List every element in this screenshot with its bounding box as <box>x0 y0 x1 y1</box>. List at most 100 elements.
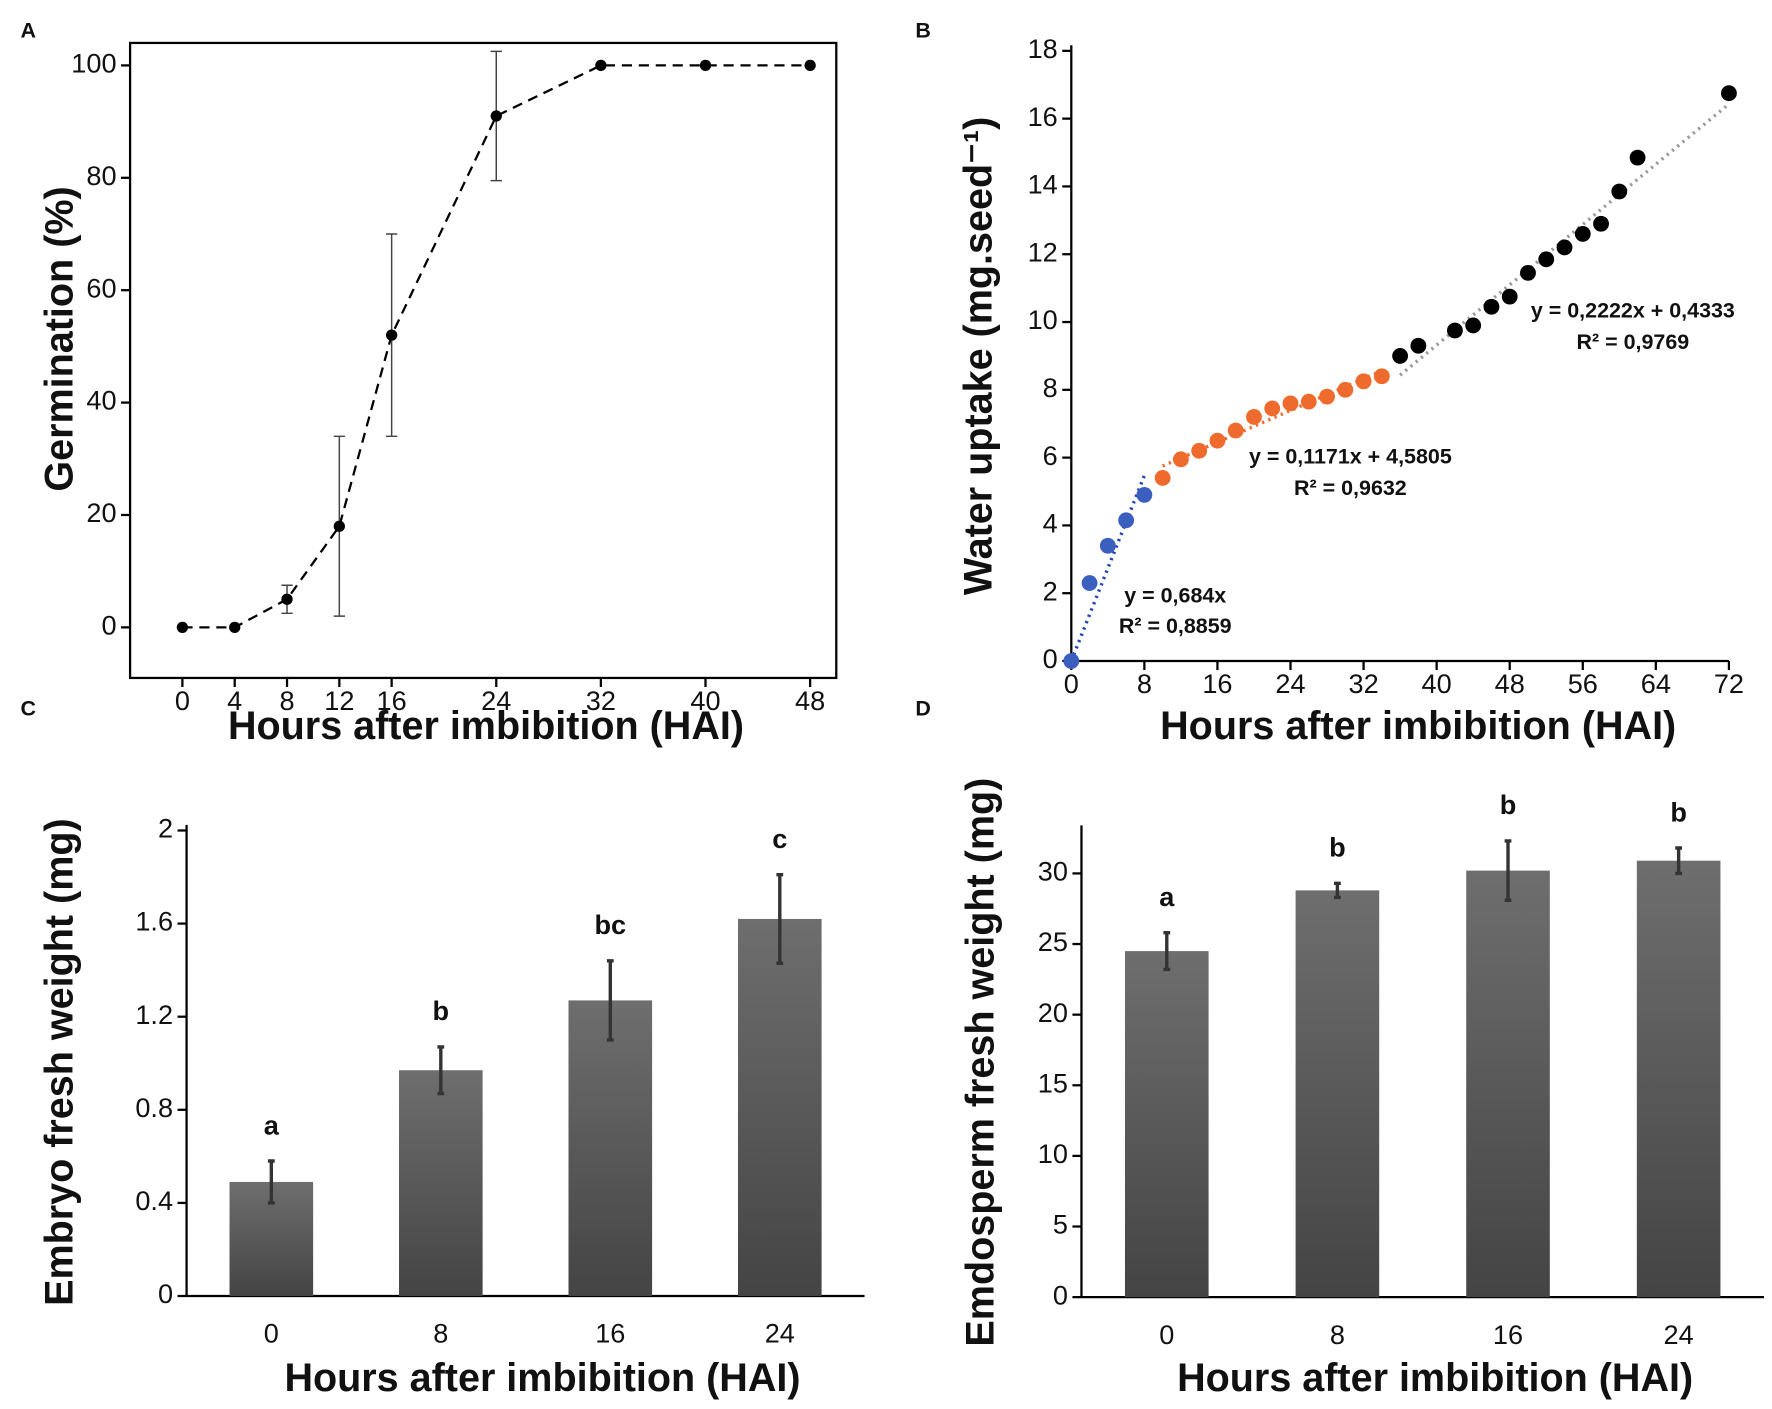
x-tick-label: 48 <box>1495 668 1525 699</box>
bar <box>568 1000 653 1297</box>
data-point <box>1081 575 1098 591</box>
data-point <box>281 593 293 605</box>
y-axis-label: Emdosperm fresh weight (mg) <box>959 778 1003 1347</box>
y-tick-label: 14 <box>1028 169 1058 200</box>
x-tick-label: 32 <box>1348 668 1378 699</box>
significance-letter: c <box>772 823 787 854</box>
x-tick-label: 24 <box>1275 668 1305 699</box>
trend-r2: R² = 0,9632 <box>1294 476 1407 500</box>
x-tick-label: 16 <box>595 1318 625 1349</box>
error-bar <box>437 1045 445 1096</box>
significance-letter: b <box>1329 832 1346 863</box>
y-tick-label: 25 <box>1038 926 1068 957</box>
data-point <box>1520 264 1536 281</box>
significance-letter: a <box>1159 881 1175 912</box>
x-tick-label: 48 <box>795 685 825 716</box>
data-point <box>1118 512 1135 529</box>
y-tick-label: 6 <box>1043 440 1058 471</box>
y-tick-label: 0.8 <box>135 1092 173 1123</box>
bar <box>1295 890 1380 1298</box>
bar <box>399 1070 483 1297</box>
x-tick-label: 8 <box>279 685 294 716</box>
y-axis-label: Germination (%) <box>38 186 82 491</box>
x-tick-label: 0 <box>264 1318 279 1349</box>
data-point <box>1264 400 1281 417</box>
y-tick-label: 80 <box>86 160 116 191</box>
x-tick-label: 8 <box>1330 1319 1345 1350</box>
y-tick-label: 1.6 <box>135 906 173 937</box>
data-point <box>1556 239 1573 256</box>
significance-letter: b <box>1500 789 1517 820</box>
x-axis-label: Hours after imbibition (HAI) <box>1160 704 1676 748</box>
y-tick-label: 0 <box>158 1278 173 1309</box>
data-point <box>1611 183 1628 200</box>
y-tick-label: 0.4 <box>135 1185 173 1216</box>
data-point <box>490 110 502 122</box>
bar <box>1636 860 1721 1298</box>
data-point <box>595 59 607 72</box>
error-bar <box>1334 881 1341 900</box>
error-bar <box>1675 846 1683 876</box>
trend-equation: y = 0,1171x + 4,5805 <box>1249 444 1452 468</box>
data-point <box>1629 149 1646 166</box>
y-tick-label: 16 <box>1028 101 1058 132</box>
data-point <box>1447 322 1463 339</box>
trend-equation: y = 0,684x <box>1124 583 1226 607</box>
y-tick-label: 0 <box>101 610 116 641</box>
y-tick-label: 5 <box>1053 1209 1068 1240</box>
data-point <box>176 621 189 634</box>
data-point <box>1300 393 1317 410</box>
trend-equation: y = 0,2222x + 0,4333 <box>1531 299 1735 323</box>
bar <box>1124 951 1209 1298</box>
y-tick-label: 18 <box>1028 33 1058 64</box>
x-tick-label: 24 <box>1664 1319 1694 1350</box>
data-point <box>1063 653 1080 669</box>
y-tick-label: 30 <box>1038 856 1068 887</box>
data-point <box>229 621 241 634</box>
data-point <box>1721 85 1737 102</box>
x-tick-label: 16 <box>1202 668 1232 699</box>
data-point <box>1574 225 1591 242</box>
trend-r2: R² = 0,9769 <box>1577 330 1690 354</box>
x-axis-label: Hours after imbibition (HAI) <box>284 1356 800 1400</box>
x-tick-label: 4 <box>227 685 242 716</box>
data-point <box>1191 442 1208 459</box>
data-point <box>1282 395 1299 412</box>
data-point <box>1209 432 1226 449</box>
data-point <box>1154 470 1171 486</box>
x-tick-label: 16 <box>1493 1319 1523 1350</box>
y-tick-label: 4 <box>1043 508 1058 539</box>
data-point <box>1593 215 1609 232</box>
trend-r2: R² = 0,8859 <box>1119 614 1232 638</box>
bar <box>737 918 822 1297</box>
x-tick-label: 0 <box>175 685 190 716</box>
data-point <box>1538 251 1555 268</box>
x-tick-label: 8 <box>433 1318 448 1349</box>
panel-label: D <box>915 696 931 720</box>
x-tick-label: 72 <box>1714 668 1744 699</box>
y-tick-label: 2 <box>158 813 173 844</box>
x-axis-label: Hours after imbibition (HAI) <box>228 704 744 748</box>
x-tick-label: 0 <box>1064 668 1079 699</box>
y-tick-label: 10 <box>1028 304 1058 335</box>
data-point <box>1501 288 1518 305</box>
x-tick-label: 64 <box>1641 668 1671 699</box>
x-tick-label: 16 <box>377 685 407 716</box>
data-point <box>1227 422 1244 439</box>
data-point <box>1337 381 1354 398</box>
significance-letter: bc <box>594 909 626 940</box>
y-tick-label: 2 <box>1043 575 1058 606</box>
data-point <box>1136 486 1153 503</box>
y-tick-label: 60 <box>86 272 116 303</box>
x-tick-label: 24 <box>481 685 511 716</box>
data-point <box>804 59 816 72</box>
data-point <box>1465 317 1482 334</box>
data-point <box>699 59 712 72</box>
error-bar <box>1504 839 1512 902</box>
error-bar <box>267 1159 275 1205</box>
plot-frame <box>128 41 838 680</box>
y-tick-label: 8 <box>1043 372 1058 403</box>
error-bar <box>606 959 614 1042</box>
panel-label: C <box>20 696 35 720</box>
y-tick-label: 20 <box>86 497 116 528</box>
